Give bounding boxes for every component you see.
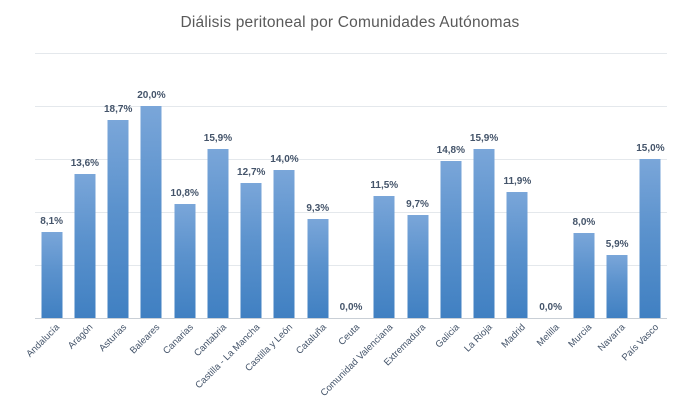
category-column: 8,1% bbox=[35, 53, 68, 318]
gridline bbox=[35, 106, 667, 107]
category-column: 15,9% bbox=[201, 53, 234, 318]
x-axis-label-canarias: Canarias bbox=[160, 322, 196, 357]
bar-cantabria[interactable] bbox=[207, 149, 229, 318]
bar-canarias[interactable] bbox=[174, 203, 196, 318]
category-column: 14,0% bbox=[268, 53, 301, 318]
x-axis-label-aragón: Aragón bbox=[66, 322, 96, 352]
x-axis-label-ceuta: Ceuta bbox=[336, 322, 362, 348]
gridline bbox=[35, 159, 667, 160]
bar-value-label: 12,7% bbox=[237, 167, 266, 179]
category-column: 8,0% bbox=[567, 53, 600, 318]
bar-asturias[interactable] bbox=[107, 119, 129, 318]
bar-value-label: 20,0% bbox=[137, 90, 166, 101]
bar-país-vasco[interactable] bbox=[639, 159, 661, 318]
x-axis-label-baleares: Baleares bbox=[127, 322, 163, 357]
plot-area: 8,1% 13,6% 18,7% 20,0% 10,8% 15,9% 12,7% 14,0% 9… bbox=[35, 53, 667, 319]
bar-andalucía[interactable] bbox=[41, 232, 63, 318]
bars-layer: 8,1% 13,6% 18,7% 20,0% 10,8% 15,9% 12,7% 14,0% 9… bbox=[35, 53, 667, 318]
category-column: 11,9% bbox=[501, 53, 534, 318]
bar-value-label: 15,9% bbox=[203, 133, 233, 145]
gridline bbox=[35, 265, 667, 266]
category-column: 12,7% bbox=[235, 53, 268, 318]
bar-value-label: 13,6% bbox=[70, 157, 100, 169]
x-axis-label-madrid: Madrid bbox=[499, 322, 529, 351]
bar-castilla-y-león[interactable] bbox=[273, 169, 295, 318]
x-axis-label-cataluña: Cataluña bbox=[293, 322, 329, 357]
bar-value-label: 8,0% bbox=[572, 217, 596, 229]
chart-title: Diálisis peritoneal por Comunidades Autó… bbox=[180, 14, 520, 31]
bar-value-label: 9,3% bbox=[306, 203, 330, 215]
category-column: 5,9% bbox=[601, 53, 634, 318]
bar-value-label: 15,0% bbox=[636, 143, 665, 154]
category-column: 14,8% bbox=[434, 53, 467, 318]
category-column: 20,0% bbox=[135, 53, 168, 318]
bar-value-label: 14,8% bbox=[436, 145, 465, 157]
category-column: 9,7% bbox=[401, 53, 434, 318]
x-axis-label-andalucía: Andalucía bbox=[24, 322, 63, 360]
category-column: 9,3% bbox=[301, 53, 334, 318]
bar-castilla---la-mancha[interactable] bbox=[240, 183, 262, 318]
x-axis-label-asturias: Asturias bbox=[96, 322, 129, 355]
bar-value-label: 15,9% bbox=[469, 133, 499, 145]
gridline bbox=[35, 212, 667, 213]
category-column: 15,9% bbox=[467, 53, 500, 318]
bar-baleares[interactable] bbox=[140, 106, 162, 318]
bar-value-label: 11,9% bbox=[503, 175, 532, 187]
bar-value-label: 0,0% bbox=[339, 302, 363, 313]
bar-value-label: 0,0% bbox=[539, 302, 563, 313]
category-column: 11,5% bbox=[368, 53, 401, 318]
bar-galicia[interactable] bbox=[440, 161, 462, 318]
category-column: 13,6% bbox=[68, 53, 101, 318]
bar-value-label: 11,5% bbox=[370, 180, 399, 192]
x-axis-labels: Andalucía Aragón Asturias Baleares Canarias C… bbox=[25, 322, 667, 412]
x-axis-label-la-rioja: La Rioja bbox=[462, 322, 495, 355]
bar-extremadura[interactable] bbox=[407, 215, 429, 318]
bar-value-label: 18,7% bbox=[103, 103, 133, 115]
category-column: 0,0% bbox=[334, 53, 367, 318]
bar-navarra[interactable] bbox=[606, 255, 628, 318]
bar-la-rioja[interactable] bbox=[473, 149, 495, 318]
bar-madrid[interactable] bbox=[506, 191, 528, 318]
bar-comunidad-valenciana[interactable] bbox=[373, 196, 395, 318]
category-column: 0,0% bbox=[534, 53, 567, 318]
x-axis-label-murcia: Murcia bbox=[566, 322, 595, 350]
bar-cataluña[interactable] bbox=[307, 219, 329, 318]
category-column: 10,8% bbox=[168, 53, 201, 318]
bar-value-label: 9,7% bbox=[406, 199, 429, 211]
gridline bbox=[35, 53, 667, 54]
x-axis-label-melilla: Melilla bbox=[534, 322, 562, 349]
bar-value-label: 14,0% bbox=[270, 153, 299, 165]
category-column: 15,0% bbox=[634, 53, 667, 318]
bar-aragón[interactable] bbox=[74, 173, 96, 318]
category-column: 18,7% bbox=[102, 53, 135, 318]
bar-murcia[interactable] bbox=[573, 233, 595, 318]
bar-value-label: 8,1% bbox=[40, 216, 64, 228]
bar-value-label: 5,9% bbox=[605, 239, 629, 251]
bar-value-label: 10,8% bbox=[170, 187, 199, 199]
x-axis-label-navarra: Navarra bbox=[596, 322, 628, 354]
x-axis-label-galicia: Galicia bbox=[433, 322, 462, 351]
